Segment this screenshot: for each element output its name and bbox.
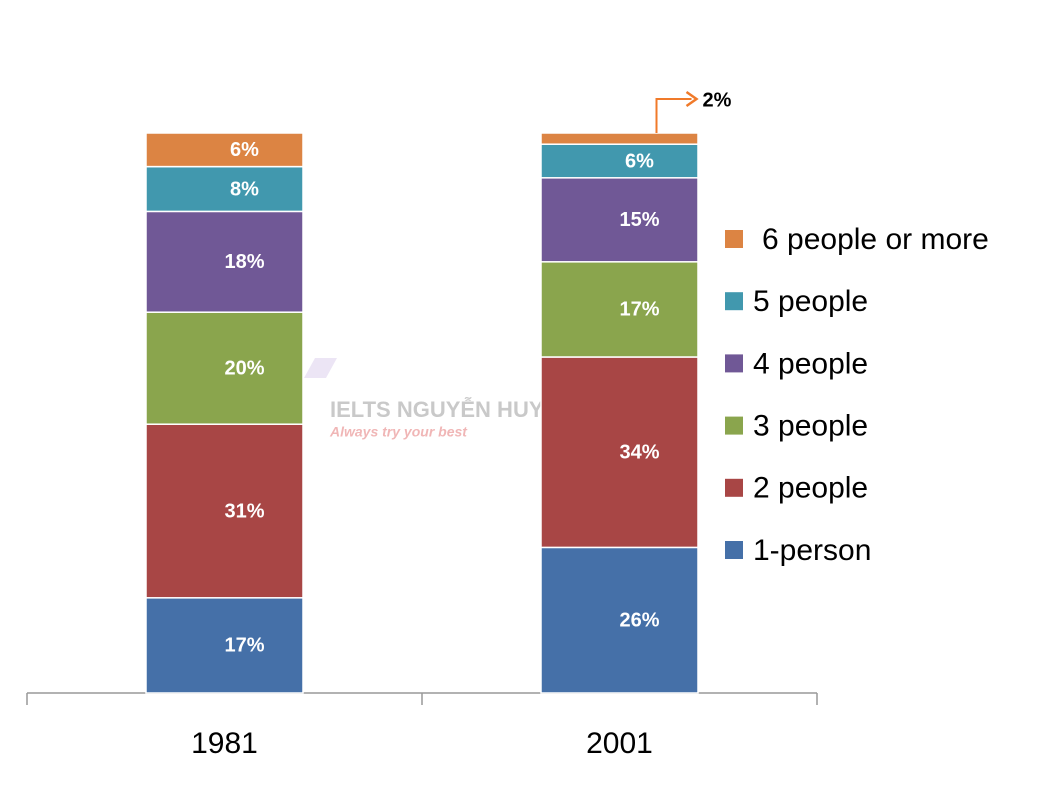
bar-segment — [145, 132, 304, 168]
bar-segment — [540, 356, 699, 549]
data-label: 31% — [224, 500, 264, 522]
legend-label: 5 people — [753, 285, 868, 318]
legend-label: 2 people — [753, 472, 868, 505]
bar-segment — [145, 165, 304, 213]
watermark-title: IELTS NGUYỄN HUYỀN — [330, 396, 574, 422]
x-tick-label: 1981 — [191, 727, 258, 760]
legend-swatch — [725, 292, 743, 311]
legend-swatch — [725, 478, 743, 497]
bar-segment — [540, 546, 699, 694]
data-label: 18% — [224, 251, 264, 273]
watermark-subtitle: Always try your best — [329, 424, 468, 440]
legend-swatch — [725, 354, 743, 373]
data-label: 34% — [619, 441, 659, 463]
legend-label: 3 people — [753, 410, 868, 443]
watermark: IELTS NGUYỄN HUYỀN Always try your best — [266, 358, 574, 440]
bar-segment — [540, 143, 699, 179]
data-label: 17% — [224, 635, 264, 657]
bar-segment — [540, 132, 699, 145]
bar-segment — [540, 261, 699, 358]
data-label: 17% — [619, 299, 659, 321]
legend-label: 4 people — [753, 347, 868, 380]
watermark-logo — [304, 358, 337, 378]
legend-swatch — [725, 230, 743, 248]
callout-arrowhead — [685, 90, 699, 108]
data-label: 20% — [224, 357, 264, 379]
bar-segment — [145, 597, 304, 694]
data-label: 2% — [703, 89, 732, 111]
data-label: 6% — [625, 150, 654, 172]
legend-swatch — [725, 541, 743, 559]
callout-arrow — [655, 98, 692, 133]
legend-label: 1-person — [753, 534, 871, 567]
data-label: 15% — [619, 209, 659, 231]
data-label: 26% — [619, 609, 659, 631]
data-label: 8% — [230, 178, 259, 200]
bar-segment — [145, 311, 304, 425]
legend-swatch — [725, 416, 743, 435]
bar-segment — [540, 177, 699, 263]
data-label: 6% — [230, 139, 259, 161]
legend-label: 6 people or more — [762, 223, 989, 256]
x-tick-label: 2001 — [586, 727, 653, 760]
bar-segment — [145, 210, 304, 313]
